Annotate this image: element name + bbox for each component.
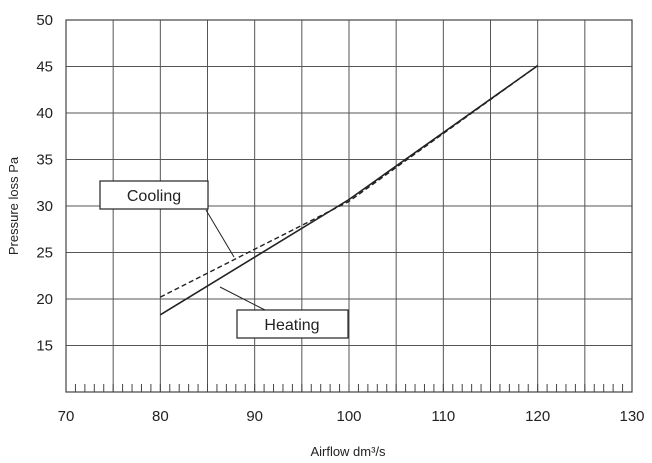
- heating-leader-line: [219, 286, 266, 311]
- x-tick-label: 130: [619, 408, 644, 425]
- y-tick-labels: 15 20 25 30 35 40 45 50: [36, 12, 53, 355]
- y-tick-label: 45: [36, 59, 53, 76]
- y-tick-label: 20: [36, 291, 53, 308]
- heating-callout: Heating: [219, 286, 349, 339]
- grid: [66, 20, 632, 392]
- x-tick-labels: 70 80 90 100 110 120 130: [58, 408, 645, 425]
- y-tick-label: 50: [36, 12, 53, 29]
- x-tick-label: 80: [152, 408, 169, 425]
- series-line-cooling: [159, 65, 539, 298]
- cooling-callout: Cooling: [99, 180, 235, 258]
- y-tick-label: 40: [36, 105, 53, 122]
- series-line-heating: [159, 64, 539, 316]
- plot-frame: [65, 19, 633, 393]
- x-tick-label: 110: [431, 408, 455, 425]
- x-tick-label: 70: [58, 408, 75, 425]
- y-tick-label: 15: [36, 338, 53, 355]
- y-tick-label: 25: [36, 245, 53, 262]
- cooling-callout-label: Cooling: [127, 188, 181, 205]
- series-group: [159, 64, 539, 316]
- cooling-callout-box: [99, 180, 209, 210]
- x-tick-label: 90: [246, 408, 263, 425]
- y-tick-label: 30: [36, 198, 53, 215]
- heating-callout-label: Heating: [264, 317, 319, 334]
- x-tick-label: 120: [525, 408, 550, 425]
- cooling-leader-line: [205, 209, 235, 258]
- x-tick-label: 100: [336, 408, 361, 425]
- y-tick-label: 35: [36, 152, 53, 169]
- y-axis-label: Pressure loss Pa: [6, 156, 21, 255]
- minor-ticks: [74, 384, 624, 392]
- x-axis-label: Airflow dm³/s: [310, 444, 386, 459]
- heating-callout-box: [236, 309, 349, 339]
